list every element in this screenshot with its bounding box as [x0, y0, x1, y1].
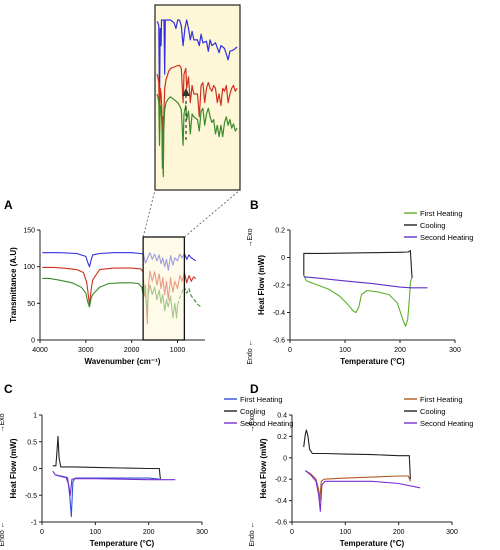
panel-a-y-tick-label: 150: [23, 228, 35, 235]
inset-series-line-3: [156, 93, 238, 178]
panel-c-y-axis-label: Heat Flow (mW): [9, 438, 18, 498]
panel-c-x-tick-label: 200: [143, 529, 155, 536]
panel-d-y-tick-label: -0.6: [275, 520, 287, 527]
inset-series-line-2: [156, 64, 238, 175]
panel-b-x-tick-label: 0: [288, 347, 292, 354]
panel-d-x-tick-label: 100: [339, 529, 351, 536]
panel-b-x-tick-label: 300: [449, 347, 461, 354]
panel-a-y-tick-label: 100: [23, 264, 35, 271]
panel-c: C 0 100 200 300 1 0.5 0 -0.5 -1 Temperature (°C) H…: [0, 382, 293, 548]
panel-a: A 4000 3000 2000 1000 0 50 100 150 Wavenumber (c…: [4, 4, 241, 366]
panel-d-series-line-3: [304, 470, 421, 512]
panel-c-legend-label: Second Heating: [240, 419, 293, 428]
panel-d-y-tick-label: 0.2: [277, 434, 287, 441]
panel-c-series-line-1: [55, 474, 160, 518]
panel-b-x-tick-label: 100: [339, 347, 351, 354]
panel-b-exo-label: →Exo: [247, 228, 254, 247]
panel-c-legend-label: Cooling: [240, 407, 265, 416]
panel-d-y-tick-label: 0.4: [277, 413, 287, 420]
panel-c-exo-label: →Exo: [0, 413, 6, 432]
panel-a-y-axis-label: Transmittance (A.U): [9, 247, 18, 323]
panel-a-x-tick-label: 2000: [124, 347, 140, 354]
panel-b-y-tick-label: -0.2: [273, 283, 285, 290]
panel-b-y-tick-label: -0.6: [273, 338, 285, 345]
inset-connector-left: [142, 189, 156, 238]
panel-b-legend-label: Second Heating: [420, 233, 473, 242]
panel-b-x-axis-label: Temperature (°C): [340, 357, 405, 366]
panel-b-series-line-3: [303, 276, 428, 289]
panel-b-y-tick-label: 0: [281, 255, 285, 262]
panel-d-y-tick-label: -0.2: [275, 477, 287, 484]
panel-b-series-line-1: [303, 275, 413, 327]
panel-d-exo-label: →Exo: [249, 413, 256, 432]
panel-a-x-axis-label: Wavenumber (cm⁻¹): [85, 357, 161, 366]
panel-c-x-tick-label: 300: [196, 529, 208, 536]
panel-c-y-tick-label: 0: [33, 466, 37, 473]
panel-d-endo-label: Endo ←: [249, 521, 256, 546]
panel-d: D 0 100 200 300 0.4 0.2 0 -0.2 -0.4 -0.6 Temperatu…: [249, 382, 473, 548]
panel-b: B 0 100 200 300 0.2 0 -0.2 -0.4 -0.6 Temperature …: [247, 198, 473, 366]
ftir-zoom-region-box: [142, 236, 186, 341]
panel-b-legend-label: Cooling: [420, 221, 445, 230]
panel-a-x-tick-label: 1000: [170, 347, 186, 354]
panel-b-legend-label: First Heating: [420, 209, 463, 218]
inset-series-line-1: [156, 19, 238, 104]
ftir-inset-lines: [156, 19, 238, 178]
panel-a-x-tick-label: 3000: [78, 347, 94, 354]
panel-c-letter: C: [4, 382, 13, 396]
panel-c-x-tick-label: 100: [89, 529, 101, 536]
panel-d-legend-label: Second Heating: [420, 419, 473, 428]
panel-d-y-axis-label: Heat Flow (mW): [259, 438, 268, 498]
panel-d-x-axis-label: Temperature (°C): [340, 539, 405, 548]
panel-c-y-tick-label: 0.5: [27, 439, 37, 446]
panel-c-legend-label: First Heating: [240, 395, 283, 404]
panel-b-letter: B: [250, 198, 259, 212]
panel-d-y-tick-label: 0: [283, 455, 287, 462]
panel-d-series-line-2: [303, 429, 411, 480]
inset-connector-right: [184, 189, 241, 238]
panel-d-legend-label: First Heating: [420, 395, 463, 404]
panel-b-y-tick-label: 0.2: [275, 228, 285, 235]
panel-a-letter: A: [4, 198, 13, 212]
panel-c-y-tick-label: 1: [33, 413, 37, 420]
panel-c-series-line-3: [52, 470, 176, 496]
panel-d-series-line-1: [305, 470, 411, 502]
inset-arrow: [182, 88, 190, 140]
panel-a-series-line-4: [176, 286, 201, 307]
panel-b-series-line-2: [303, 250, 413, 279]
panel-c-endo-label: Endo ←: [0, 521, 6, 546]
panel-c-y-tick-label: -1: [31, 520, 37, 527]
panel-c-x-tick-label: 0: [40, 529, 44, 536]
panel-c-x-axis-label: Temperature (°C): [90, 539, 155, 548]
panel-b-endo-label: Endo ←: [247, 339, 254, 364]
panel-d-letter: D: [250, 382, 259, 396]
panel-b-x-tick-label: 200: [394, 347, 406, 354]
panel-d-x-tick-label: 0: [290, 529, 294, 536]
panel-b-y-tick-label: -0.4: [273, 310, 285, 317]
panel-a-x-tick-label: 4000: [32, 347, 48, 354]
panel-d-y-tick-label: -0.4: [275, 498, 287, 505]
panel-c-y-tick-label: -0.5: [25, 493, 37, 500]
panel-d-x-tick-label: 200: [393, 529, 405, 536]
panel-d-x-tick-label: 300: [446, 529, 458, 536]
panel-b-y-axis-label: Heat Flow (mW): [257, 255, 266, 315]
panel-d-legend-label: Cooling: [420, 407, 445, 416]
panel-a-y-tick-label: 50: [27, 301, 35, 308]
panel-c-series-line-2: [52, 435, 161, 480]
panel-a-y-tick-label: 0: [31, 338, 35, 345]
